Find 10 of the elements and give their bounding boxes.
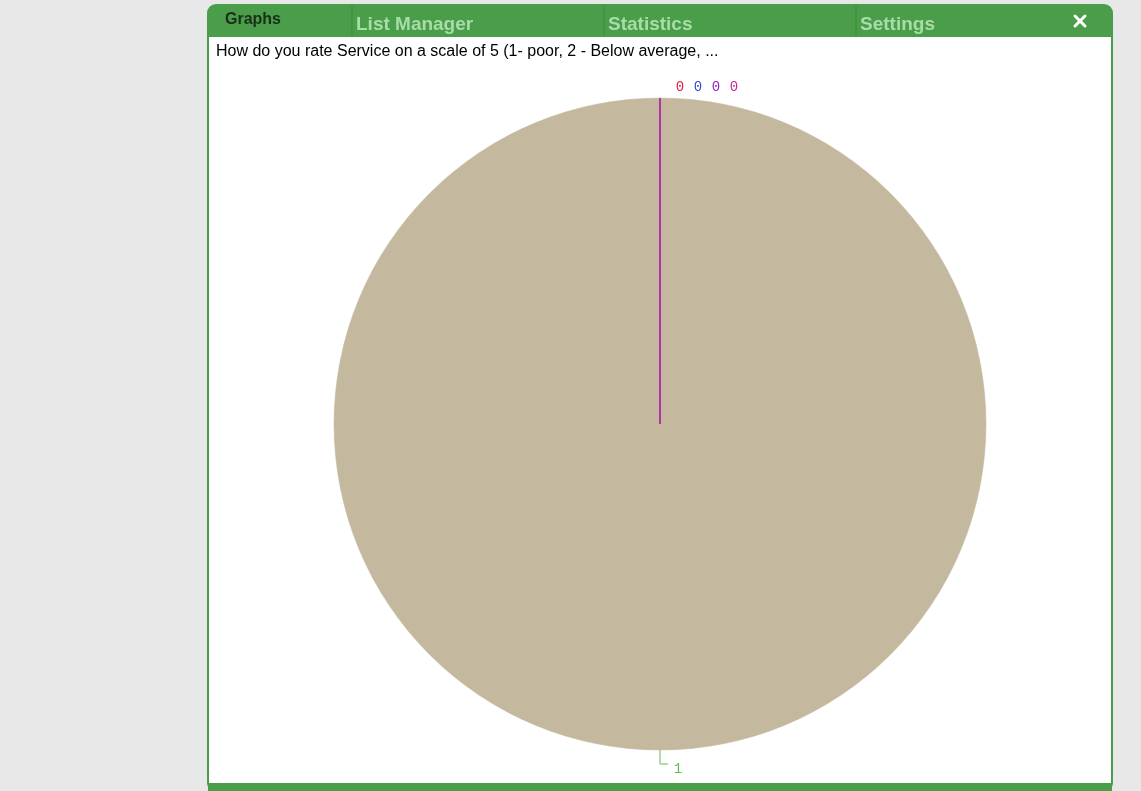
text: Graphs [225,10,282,27]
text: 0 [693,79,703,95]
text: Statistics [608,13,693,34]
text: Settings [860,13,935,34]
text: 0 [675,79,685,95]
text: 0 [711,79,721,95]
chart-title: How do you rate Service on a scale of 5 (1- poor, 2 - Below average, ... [216,42,719,59]
data-label: 1 [673,761,683,777]
text: List Manager [356,13,474,34]
text: 0 [729,79,739,95]
